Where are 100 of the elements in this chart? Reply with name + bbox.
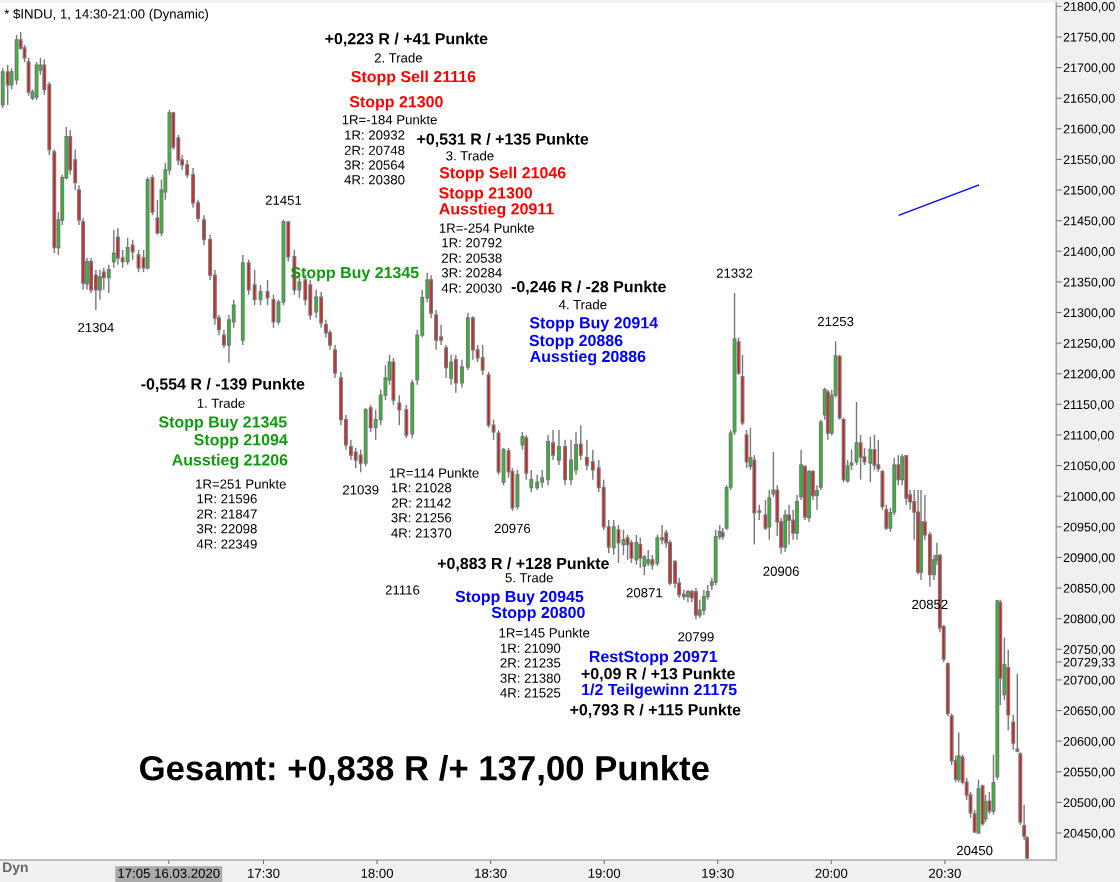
annotation: -0,246 R / -28 Punkte [511,280,666,295]
candlestick [397,394,402,426]
candlestick [529,469,534,493]
annotation: +0,09 R / +13 Punkte [581,667,735,682]
annotation: 3R: 20564 [344,160,405,170]
annotation: 2. Trade [374,52,423,63]
y-tick-label: 20600,00 [1063,736,1115,748]
annotation: Stopp 20886 [529,334,623,350]
candlestick [625,534,630,561]
y-tick-label: 21550,00 [1063,155,1115,166]
candlestick [252,268,257,306]
candlestick [763,499,768,531]
annotation: Stopp 20800 [491,606,585,622]
annotation: +0,793 R / +115 Punkte [570,703,741,718]
annotation: 21039 [343,485,379,495]
candlestick [629,538,634,564]
candlestick [638,537,643,569]
chart-title: * $INDU, 1, 14:30-21:00 (Dynamic) [4,8,208,22]
x-tick-label: 18:00 [361,868,394,878]
candlestick [5,64,10,106]
candlestick [444,344,449,379]
y-tick-label: 20950,00 [1063,522,1115,533]
y-tick-label: 21800,00 [1063,2,1115,13]
annotation: 1R: 20792 [442,238,502,248]
x-tick-label: 20:00 [815,868,848,878]
candlestick [584,439,589,471]
candlestick [611,519,616,556]
annotation: 3R: 21256 [391,513,452,523]
annotation: Gesamt: +0,838 R /+ 137,00 Punkte [140,754,709,786]
y-tick-label: 21000,00 [1063,492,1115,503]
y-tick-label: 20729,33 [1063,657,1115,669]
x-tick-label: 17:05 16.03.2020 [118,868,220,878]
annotation: 21332 [716,268,753,278]
candlestick [97,268,102,301]
annotation: 1/2 Teilgewinn 21175 [582,683,737,699]
annotation: 4R: 20380 [344,175,405,185]
annotation: 21116 [385,585,420,595]
annotation: 20976 [494,523,531,534]
annotation: 1R: 20932 [345,130,405,140]
candlestick [868,436,873,483]
annotation: 20871 [626,588,663,598]
annotation: 1R: 21028 [391,483,452,493]
annotation: Ausstieg 20886 [530,350,646,366]
y-tick-label: 20500,00 [1063,798,1115,809]
candlestick [333,344,337,379]
annotation: RestStopp 20971 [589,650,718,666]
annotation: 21253 [817,316,854,327]
candlestick [202,214,206,246]
y-tick-label: 21200,00 [1063,369,1115,380]
y-tick-label: 21300,00 [1063,308,1115,319]
y-tick-label: 21600,00 [1063,124,1115,135]
y-tick-label: 20700,00 [1063,675,1115,687]
x-tick-label: 19:30 [702,868,734,878]
y-tick-label: 21050,00 [1063,461,1115,472]
y-tick-label: 20550,00 [1063,767,1115,778]
annotation: 1R: 21090 [500,643,561,653]
y-tick-label: 20450,00 [1063,828,1115,840]
annotation: 3R: 22098 [196,524,257,534]
y-tick-label: 21150,00 [1063,400,1114,411]
y-tick-label: 20650,00 [1063,706,1115,717]
candlestick [130,238,135,261]
y-tick-label: 21100,00 [1063,430,1114,442]
y-tick-label: 20850,00 [1063,583,1115,595]
annotation: 2R: 20748 [344,145,405,155]
candlestick [106,264,111,294]
y-tick-label: 21700,00 [1063,63,1115,74]
annotation: 1R=-254 Punkte [439,223,535,233]
annotation: +0,223 R / +41 Punkte [325,32,488,47]
annotation: Stopp Buy 20945 [455,590,584,606]
annotation: 4R: 21525 [500,688,561,698]
annotation: 3R: 21380 [500,673,561,683]
x-tick-label: 20:30 [929,868,961,878]
candlestick [111,229,116,269]
annotation: 21304 [78,322,114,333]
annotation: Ausstieg 20911 [439,202,554,218]
annotation: +0,883 R / +128 Punkte [437,557,609,572]
y-tick-label: 21350,00 [1063,277,1115,289]
annotation: 21451 [265,195,302,205]
x-tick-label: 17:30 [247,868,280,878]
candlestick [787,504,791,546]
annotation: -0,554 R / -139 Punkte [141,377,305,392]
y-tick-label: 21750,00 [1063,32,1115,44]
annotation: 1R: 21596 [197,494,257,504]
y-tick-label: 20800,00 [1063,614,1115,625]
candlestick [265,279,270,306]
y-tick-label: 21400,00 [1063,247,1115,258]
annotation: Stopp Buy 21345 [158,416,287,431]
annotation: 1R=145 Punkte [499,627,590,638]
candlestick [480,344,485,376]
annotation: 5. Trade [505,572,553,583]
annotation: Ausstieg 21206 [172,453,288,469]
candlestick [701,589,706,616]
y-tick-label: 20900,00 [1063,553,1115,564]
annotation: Stopp 21300 [349,96,443,111]
annotation: 3R: 20284 [441,268,502,278]
annotation: 4. Trade [558,299,607,310]
annotation: 4R: 22349 [196,539,257,549]
annotation: 1R=114 Punkte [389,468,479,478]
annotation: 4R: 20030 [441,283,502,293]
candlestick [453,354,458,394]
